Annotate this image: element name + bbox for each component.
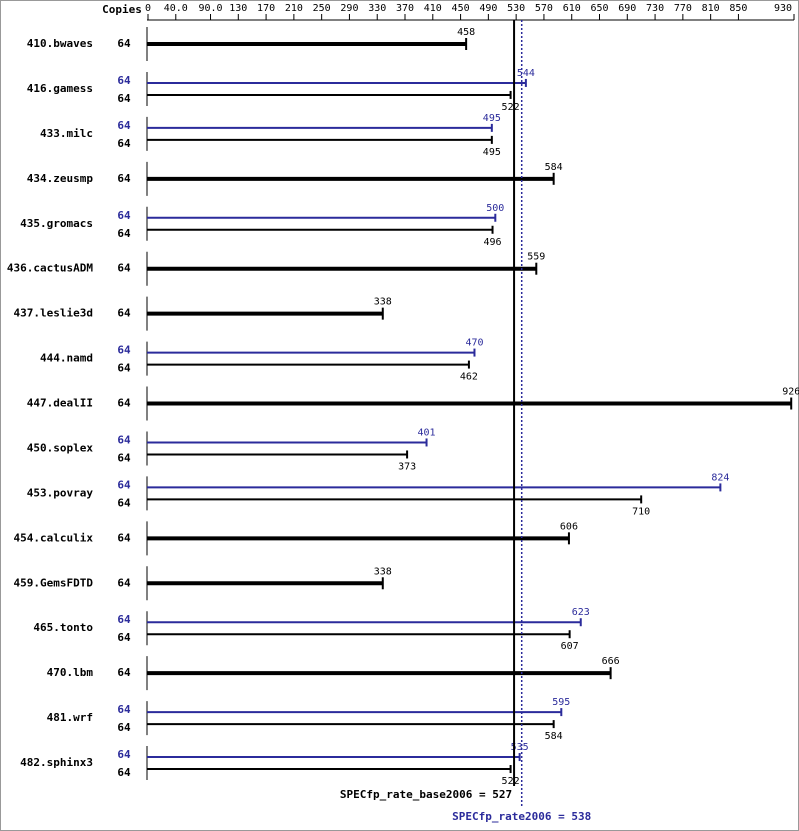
copies: 64 bbox=[117, 666, 131, 679]
x-tick-label: 130 bbox=[229, 3, 247, 14]
benchmark-name: 453.povray bbox=[27, 486, 94, 499]
benchmark-name: 459.GemsFDTD bbox=[14, 576, 94, 589]
value-label: 338 bbox=[374, 297, 392, 308]
benchmark-name: 416.gamess bbox=[27, 82, 93, 95]
copies: 64 bbox=[117, 209, 131, 222]
value-label: 462 bbox=[460, 372, 478, 383]
benchmark-name: 437.leslie3d bbox=[14, 307, 93, 320]
benchmark-name: 450.soplex bbox=[27, 441, 94, 454]
copies: 64 bbox=[117, 172, 131, 185]
value-label: 522 bbox=[502, 776, 520, 787]
benchmark-name: 436.cactusADM bbox=[7, 262, 93, 275]
value-label: 500 bbox=[486, 203, 504, 214]
benchmark-name: 447.dealII bbox=[27, 397, 93, 410]
copies: 64 bbox=[117, 478, 131, 491]
copies: 64 bbox=[117, 307, 131, 320]
copies: 64 bbox=[117, 721, 131, 734]
value-label: 666 bbox=[602, 656, 620, 667]
value-label: 623 bbox=[572, 607, 590, 618]
value-label: 470 bbox=[465, 338, 483, 349]
value-label: 606 bbox=[560, 521, 578, 532]
copies: 64 bbox=[117, 631, 131, 644]
benchmark-name: 454.calculix bbox=[14, 531, 94, 544]
x-tick-label: 730 bbox=[646, 3, 664, 14]
x-tick-label: 450 bbox=[452, 3, 470, 14]
copies: 64 bbox=[117, 92, 131, 105]
x-tick-label: 810 bbox=[702, 3, 720, 14]
benchmark-name: 465.tonto bbox=[33, 621, 93, 634]
value-label: 559 bbox=[527, 252, 545, 263]
x-tick-label: 0 bbox=[145, 3, 151, 14]
copies: 64 bbox=[117, 496, 131, 509]
x-tick-label: 610 bbox=[563, 3, 581, 14]
copies: 64 bbox=[117, 227, 131, 240]
benchmark-name: 434.zeusmp bbox=[27, 172, 94, 185]
value-label: 373 bbox=[398, 461, 416, 472]
x-tick-label: 530 bbox=[507, 3, 525, 14]
benchmark-name: 444.namd bbox=[40, 352, 93, 365]
x-tick-label: 650 bbox=[590, 3, 608, 14]
x-tick-label: 370 bbox=[396, 3, 414, 14]
value-label: 710 bbox=[632, 506, 650, 517]
copies: 64 bbox=[117, 613, 131, 626]
copies: 64 bbox=[117, 451, 131, 464]
value-label: 338 bbox=[374, 566, 392, 577]
x-tick-label: 930 bbox=[774, 3, 792, 14]
x-tick-label: 690 bbox=[618, 3, 636, 14]
benchmark-name: 433.milc bbox=[40, 127, 93, 140]
value-label: 522 bbox=[502, 102, 520, 113]
x-tick-label: 770 bbox=[674, 3, 692, 14]
benchmark-name: 481.wrf bbox=[47, 711, 93, 724]
copies: 64 bbox=[117, 262, 131, 275]
reference-label: SPECfp_rate2006 = 538 bbox=[452, 810, 591, 823]
x-tick-label: 410 bbox=[424, 3, 442, 14]
copies-header: Copies bbox=[102, 3, 142, 16]
x-tick-label: 170 bbox=[257, 3, 275, 14]
x-tick-label: 490 bbox=[479, 3, 497, 14]
value-label: 926 bbox=[782, 387, 799, 398]
copies: 64 bbox=[117, 37, 131, 50]
value-label: 824 bbox=[711, 472, 729, 483]
value-label: 401 bbox=[418, 427, 436, 438]
copies: 64 bbox=[117, 433, 131, 446]
benchmark-name: 482.sphinx3 bbox=[20, 756, 93, 769]
x-tick-label: 290 bbox=[340, 3, 358, 14]
copies: 64 bbox=[117, 362, 131, 375]
x-tick-label: 90.0 bbox=[198, 3, 222, 14]
value-label: 535 bbox=[511, 742, 529, 753]
benchmark-name: 470.lbm bbox=[47, 666, 94, 679]
x-tick-label: 250 bbox=[313, 3, 331, 14]
x-tick-label: 40.0 bbox=[164, 3, 188, 14]
x-tick-label: 330 bbox=[368, 3, 386, 14]
benchmark-name: 410.bwaves bbox=[27, 37, 93, 50]
value-label: 495 bbox=[483, 113, 501, 124]
copies: 64 bbox=[117, 74, 131, 87]
value-label: 595 bbox=[552, 697, 570, 708]
x-tick-label: 850 bbox=[729, 3, 747, 14]
copies: 64 bbox=[117, 748, 131, 761]
copies: 64 bbox=[117, 531, 131, 544]
copies: 64 bbox=[117, 119, 131, 132]
value-label: 495 bbox=[483, 147, 501, 158]
value-label: 458 bbox=[457, 27, 475, 38]
reference-label: SPECfp_rate_base2006 = 527 bbox=[340, 788, 512, 801]
x-tick-label: 570 bbox=[535, 3, 553, 14]
copies: 64 bbox=[117, 766, 131, 779]
benchmark-name: 435.gromacs bbox=[20, 217, 93, 230]
copies: 64 bbox=[117, 137, 131, 150]
copies: 64 bbox=[117, 344, 131, 357]
copies: 64 bbox=[117, 397, 131, 410]
value-label: 584 bbox=[545, 162, 563, 173]
value-label: 496 bbox=[484, 237, 502, 248]
copies: 64 bbox=[117, 576, 131, 589]
value-label: 584 bbox=[545, 731, 563, 742]
copies: 64 bbox=[117, 703, 131, 716]
value-label: 607 bbox=[561, 641, 579, 652]
x-tick-label: 210 bbox=[285, 3, 303, 14]
value-label: 544 bbox=[517, 68, 535, 79]
